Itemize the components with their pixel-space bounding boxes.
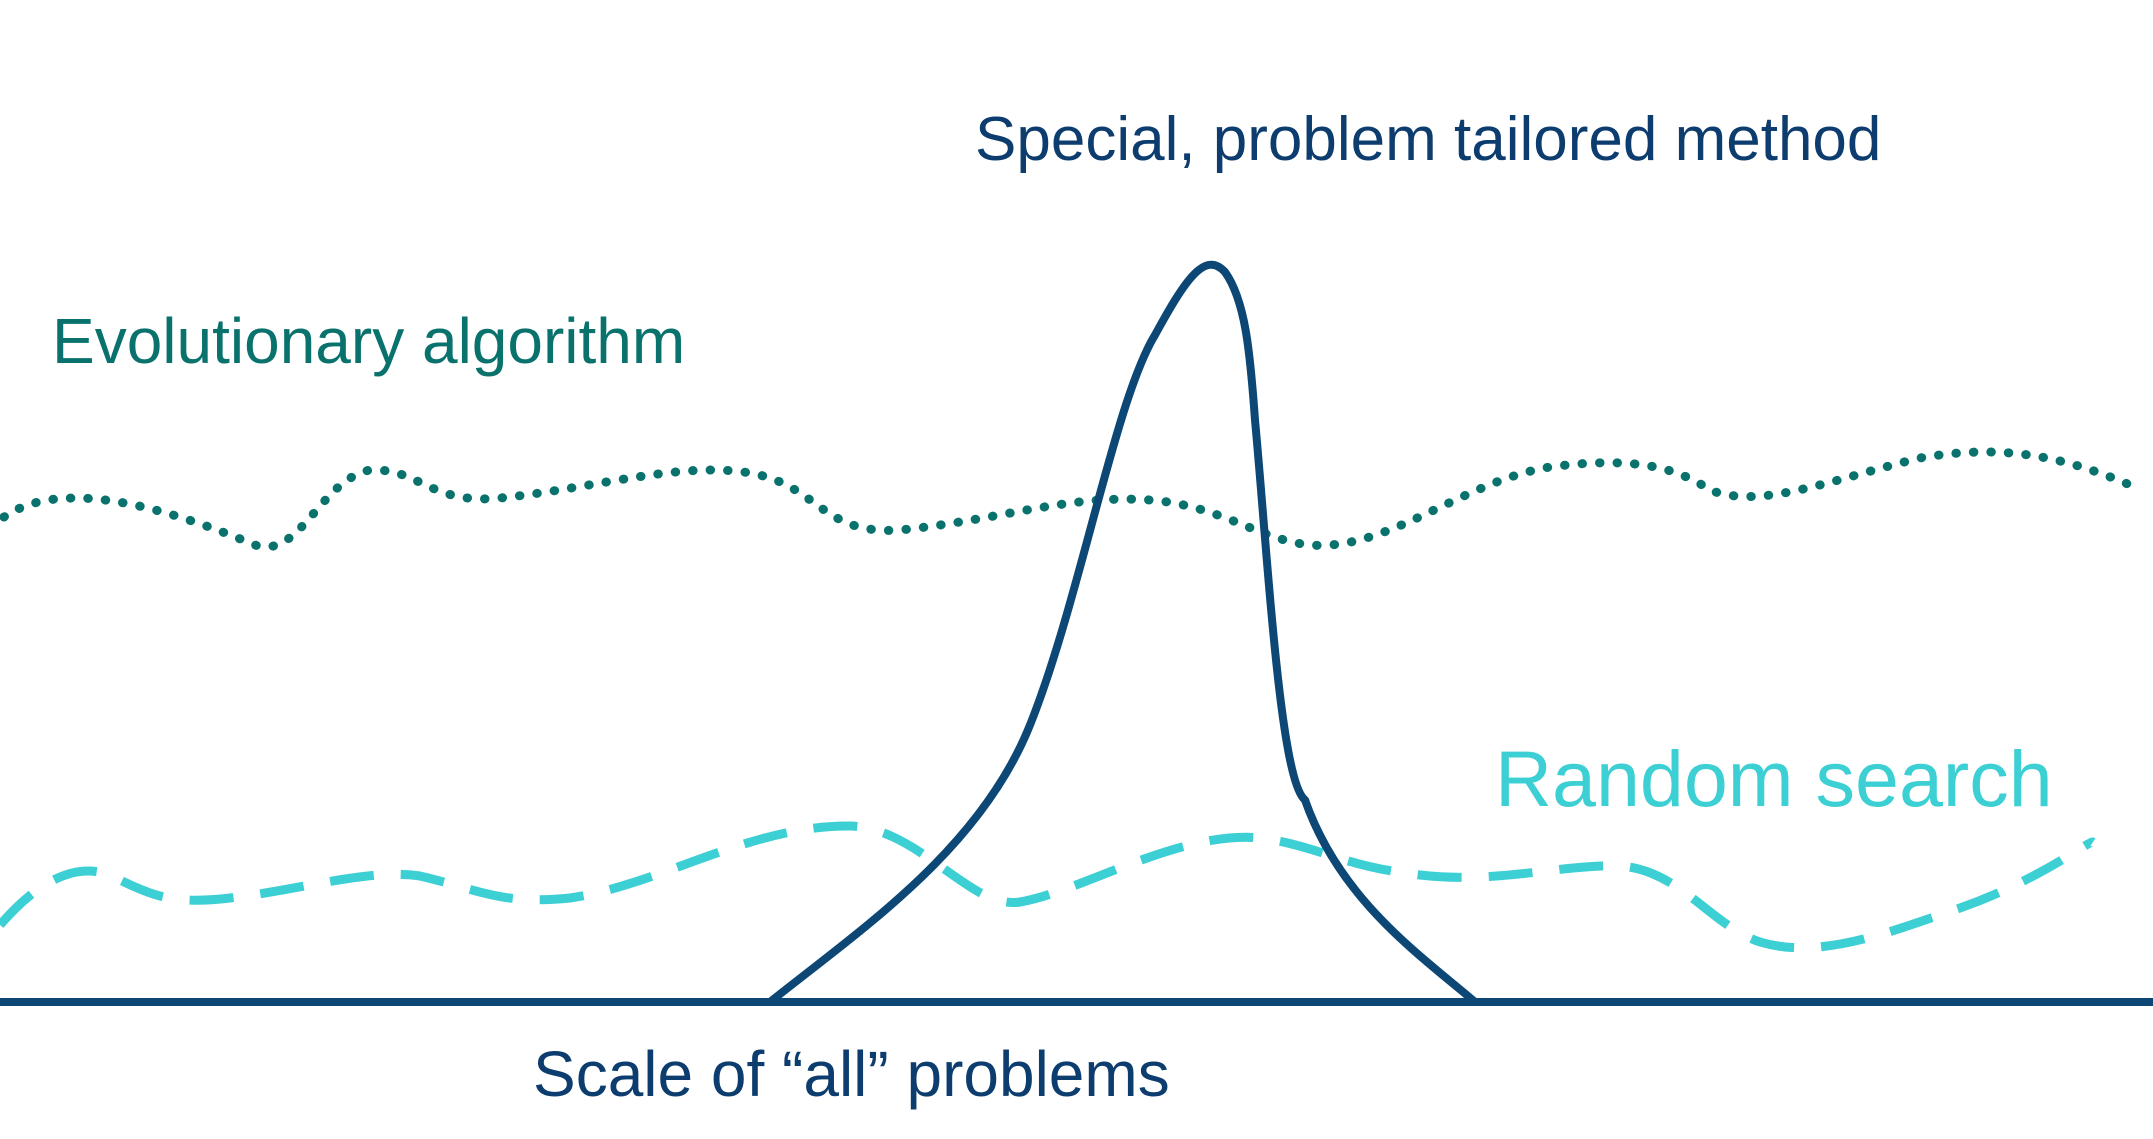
axis-label: Scale of “all” problems [533,1038,1170,1110]
special-method-curve [766,260,1479,1006]
random-search-label: Random search [1495,734,2053,823]
evolutionary-algorithm-label: Evolutionary algorithm [52,305,685,377]
special-method-label: Special, problem tailored method [975,105,1881,174]
evolutionary-algorithm-curve [0,447,2135,552]
random-search-curve [0,821,2098,953]
